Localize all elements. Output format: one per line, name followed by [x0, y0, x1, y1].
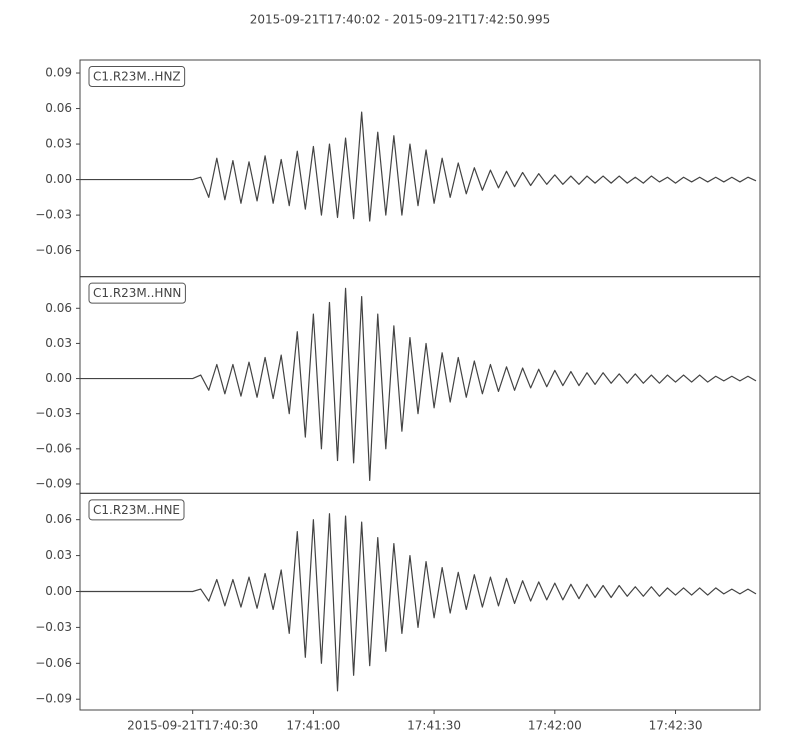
y-tick-label: −0.06 [35, 441, 72, 455]
trace [80, 513, 757, 692]
y-tick-label: 0.03 [45, 336, 72, 350]
trace-label-box [88, 282, 186, 304]
x-tick-label: 17:41:00 [286, 719, 340, 733]
trace [80, 287, 757, 482]
y-tick-label: −0.06 [35, 243, 72, 257]
chart-title: 2015-09-21T17:40:02 - 2015-09-21T17:42:5… [250, 13, 551, 27]
y-tick-label: −0.03 [35, 406, 72, 420]
trace-label: C1.R23M..HNZ [93, 70, 181, 84]
y-tick-label: 0.00 [45, 172, 72, 186]
panel-frame [79, 492, 761, 711]
y-tick-label: 0.03 [45, 137, 72, 151]
x-tick-label: 2015-09-21T17:40:30 [127, 719, 258, 733]
y-tick-label: −0.09 [35, 476, 72, 490]
trace-label: C1.R23M..HNN [93, 286, 181, 300]
x-tick-label: 17:42:00 [528, 719, 582, 733]
x-tick-label: 17:41:30 [407, 719, 461, 733]
y-tick-label: 0.06 [45, 301, 72, 315]
y-tick-label: 0.03 [45, 548, 72, 562]
y-tick-label: −0.09 [35, 692, 72, 706]
y-tick-label: 0.06 [45, 101, 72, 115]
y-tick-label: −0.03 [35, 620, 72, 634]
y-tick-label: 0.06 [45, 512, 72, 526]
trace-label-box [88, 66, 186, 87]
panel-frame [79, 276, 761, 494]
y-tick-label: 0.09 [45, 66, 72, 80]
x-tick-label: 17:42:30 [649, 719, 703, 733]
y-tick-label: −0.06 [35, 656, 72, 670]
y-tick-label: 0.00 [45, 584, 72, 598]
panel-frame [79, 59, 761, 278]
y-tick-label: 0.00 [45, 371, 72, 385]
trace-label-box [88, 499, 185, 521]
trace-label: C1.R23M..HNE [93, 503, 180, 517]
trace [80, 111, 757, 222]
y-tick-label: −0.03 [35, 208, 72, 222]
